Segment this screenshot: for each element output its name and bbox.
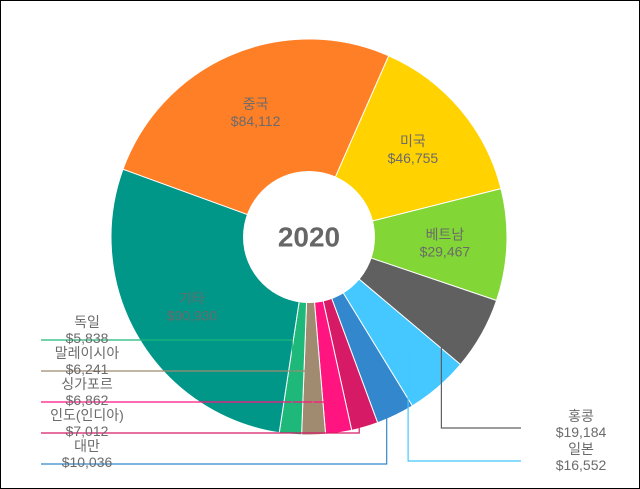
slice-label-3: 홍콩 bbox=[568, 408, 594, 424]
leader-line-3 bbox=[440, 311, 521, 429]
slice-label-6: 인도(인디아) bbox=[50, 407, 124, 423]
slice-value-4: $16,552 bbox=[556, 457, 607, 473]
slice-value-9: $5,838 bbox=[66, 330, 109, 346]
slice-label-7: 싱가포르 bbox=[61, 376, 113, 392]
slice-2 bbox=[307, 188, 508, 302]
leader-lines-group bbox=[41, 311, 521, 465]
slice-value-8: $6,241 bbox=[66, 361, 109, 377]
leader-line-9 bbox=[41, 339, 293, 415]
slice-1 bbox=[308, 55, 502, 238]
slice-value-0: $84,112 bbox=[231, 113, 281, 129]
slice-label-1: 미국 bbox=[400, 133, 426, 149]
labels-group: 중국$84,112미국$46,755베트남$29,467홍콩$19,184일본$… bbox=[50, 96, 606, 473]
slice-value-5: $10,036 bbox=[62, 454, 113, 470]
slice-value-2: $29,467 bbox=[420, 243, 471, 259]
slice-label-9: 독일 bbox=[74, 314, 100, 330]
slice-value-3: $19,184 bbox=[556, 424, 607, 440]
slice-label-0: 중국 bbox=[243, 96, 269, 112]
slice-value-7: $6,862 bbox=[66, 392, 109, 408]
slice-label-10: 기타 bbox=[179, 290, 205, 306]
donut-hole bbox=[243, 171, 375, 303]
center-label: 2020 bbox=[278, 222, 340, 253]
slice-label-8: 말레이시아 bbox=[55, 345, 120, 361]
leader-line-5 bbox=[41, 397, 388, 465]
slice-value-10: $90,930 bbox=[167, 307, 218, 323]
leader-line-6 bbox=[41, 407, 360, 434]
slice-label-2: 베트남 bbox=[426, 226, 465, 242]
leader-line-7 bbox=[41, 401, 337, 413]
leader-line-4 bbox=[407, 352, 521, 462]
slice-value-1: $46,755 bbox=[388, 150, 439, 166]
slice-label-5: 대만 bbox=[74, 438, 100, 454]
slice-value-6: $7,012 bbox=[66, 423, 109, 439]
leader-line-8 bbox=[41, 370, 314, 415]
slice-label-4: 일본 bbox=[568, 441, 594, 457]
